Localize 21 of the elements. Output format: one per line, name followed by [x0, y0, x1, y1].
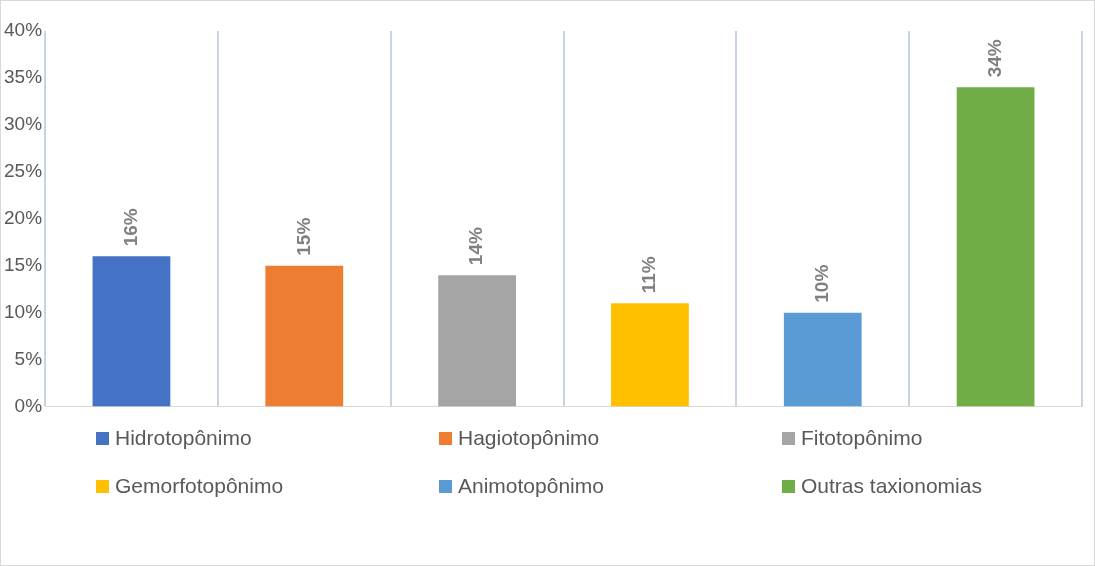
y-tick-label: 40%: [4, 19, 43, 41]
y-tick-label: 25%: [4, 160, 43, 182]
y-tick-label: 30%: [4, 113, 43, 135]
y-tick-label: 15%: [4, 253, 43, 275]
y-tick-label: 20%: [4, 207, 43, 229]
data-label: 34%: [983, 39, 1005, 78]
legend-label: Hagiotopônimo: [458, 426, 600, 450]
legend-label: Fitotopônimo: [801, 426, 923, 450]
data-label: 16%: [119, 208, 141, 247]
y-tick-label: 0%: [14, 394, 43, 416]
y-tick-label: 10%: [4, 300, 43, 322]
data-label: 11%: [638, 256, 660, 294]
data-label: 10%: [810, 264, 832, 303]
y-tick-label: 5%: [14, 347, 43, 369]
y-tick-label: 35%: [4, 66, 43, 88]
legend-label: Gemorfotopônimo: [115, 474, 284, 498]
legend-label: Animotopônimo: [458, 474, 604, 498]
data-label: 15%: [292, 217, 314, 256]
legend-label: Outras taxionomias: [801, 474, 982, 498]
data-label: 14%: [465, 227, 487, 266]
legend-label: Hidrotopônimo: [115, 426, 252, 450]
